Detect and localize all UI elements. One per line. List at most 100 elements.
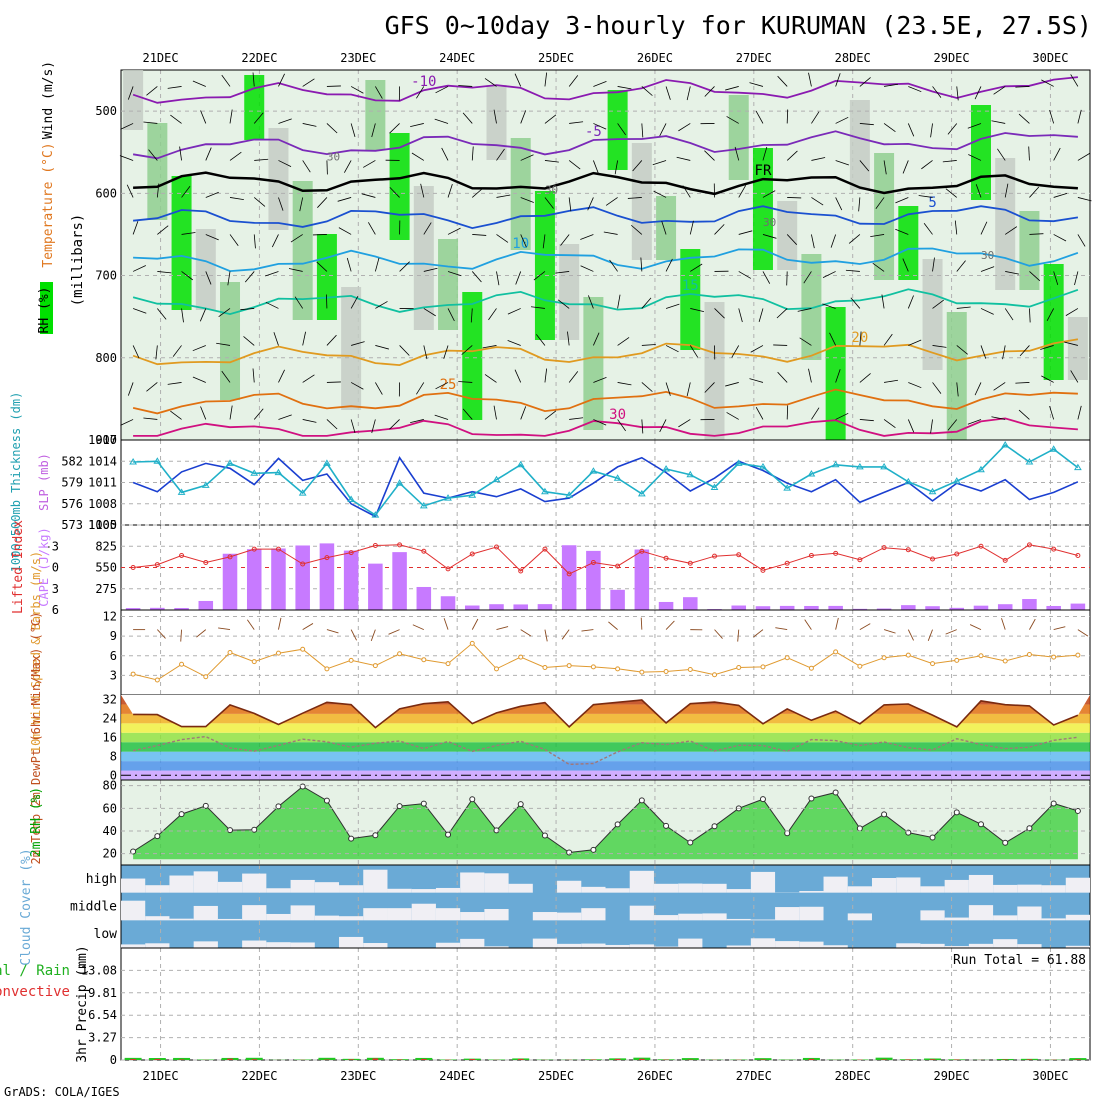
wind-barb <box>641 123 644 138</box>
lifted-index-point <box>687 560 693 566</box>
wind-barb-10m <box>196 629 207 638</box>
wind-barb <box>689 345 699 358</box>
cape-bar <box>416 586 432 610</box>
precip-convective-bar <box>760 1059 766 1060</box>
bottom-date-axis: 21DEC 22DEC 23DEC 24DEC 25DEC 26DEC 27DEC 28DEC… <box>142 1069 1068 1083</box>
cloud-cell-high <box>460 872 485 893</box>
wind-barb-10m <box>859 623 871 631</box>
cloud-cell-high <box>1041 885 1066 893</box>
date-label-top: 22DEC <box>241 51 277 65</box>
cape-bar <box>150 607 165 610</box>
wind-barb <box>665 345 679 353</box>
cloud-cell-high <box>629 870 654 893</box>
wind-barb <box>127 382 134 396</box>
cloud-cell-middle <box>726 918 751 921</box>
wind-barb <box>544 72 548 87</box>
precip-convective-bar <box>639 1058 645 1060</box>
precip-convective-bar <box>517 1058 524 1060</box>
wind-barb <box>762 271 771 284</box>
slp-tick-label: 1011 <box>88 476 117 490</box>
rh-shade-column <box>849 100 870 190</box>
wind-barb-10m <box>561 629 570 640</box>
date-label-top: 25DEC <box>538 51 574 65</box>
cloud-cell-low <box>823 945 848 948</box>
wind-barb <box>119 155 134 161</box>
wind-barb <box>484 374 497 383</box>
wind-barb <box>749 378 764 383</box>
slp-point <box>1074 463 1082 471</box>
wind-speed-point <box>300 646 306 652</box>
wind-tick-label: 3 <box>110 668 117 682</box>
wind-barb <box>967 419 982 425</box>
cloud-cell-middle <box>460 912 485 921</box>
rh2m-point <box>977 821 984 828</box>
lifted-index-point <box>275 546 281 552</box>
wind-barb <box>371 419 376 434</box>
slp-point <box>952 477 961 484</box>
cape-bar <box>222 553 238 610</box>
lifted-index-point <box>493 544 499 550</box>
lifted-index-point <box>930 556 936 562</box>
wind-barb <box>520 234 527 248</box>
wind-barb <box>945 188 958 198</box>
wind-barb <box>659 419 667 433</box>
wind-barb <box>410 419 424 423</box>
wind-barb <box>956 345 968 355</box>
wind-barb <box>493 109 497 124</box>
isotherm-line <box>132 388 1078 415</box>
wind-barb <box>447 227 461 235</box>
rh2m-point <box>929 834 936 841</box>
cape-bar <box>440 596 456 610</box>
wind-barb <box>750 345 764 353</box>
slp-point <box>347 495 356 502</box>
wind-barb <box>908 382 922 389</box>
lifted-index-point <box>712 553 718 559</box>
top-date-axis: 21DEC 22DEC 23DEC 24DEC 25DEC 26DEC 27DEC 28DEC… <box>142 51 1068 65</box>
li-tick-label: -3 <box>45 539 59 553</box>
wind-barb <box>627 197 642 199</box>
wind-barb <box>835 73 841 87</box>
cape-bar <box>731 605 747 610</box>
slp-point <box>395 479 404 486</box>
wind-barb-10m <box>1053 626 1066 631</box>
cloud-cell-high <box>508 883 533 893</box>
wind-barb <box>762 234 777 239</box>
rh2m-point <box>856 825 863 832</box>
wind-barb <box>557 299 570 309</box>
wind-barb <box>907 295 914 309</box>
wind-barb <box>1019 345 1030 357</box>
wind-barb <box>921 160 933 170</box>
wind-barb <box>755 111 764 124</box>
rh-shade-column <box>171 176 192 310</box>
li-tick-label: 6 <box>52 603 59 617</box>
wind-barb <box>192 376 206 383</box>
wind-barb <box>870 234 885 238</box>
wind-barb <box>132 265 146 272</box>
wind-barb <box>762 190 776 198</box>
cloud-cell-low <box>726 945 751 948</box>
wind-barb <box>968 154 982 161</box>
wind-barb <box>991 416 1006 420</box>
wind-barb <box>156 183 160 198</box>
slp-point <box>855 462 864 470</box>
wind-barb <box>975 184 982 198</box>
cloud-cell-middle <box>1017 906 1042 921</box>
cloud-cell-middle <box>653 915 679 921</box>
date-label-bottom: 21DEC <box>142 1069 178 1083</box>
wind-barb <box>560 234 570 246</box>
thickness-tick-label: 576 <box>61 497 83 511</box>
wind-barb <box>399 345 410 356</box>
cloud-cell-high <box>1065 877 1090 893</box>
wind-barb <box>1029 186 1040 198</box>
wind-barb <box>143 121 158 124</box>
wind-barb <box>288 268 303 272</box>
isotherm-line <box>133 247 1079 273</box>
wind-barb <box>641 419 644 434</box>
wind-barb <box>859 123 874 126</box>
rh2m-point <box>808 795 815 802</box>
cape-bar <box>561 545 577 610</box>
wind-barb <box>515 271 522 285</box>
cloud-cell-high <box>605 888 630 893</box>
wind-barb <box>389 187 400 198</box>
wind-barb <box>714 224 725 235</box>
